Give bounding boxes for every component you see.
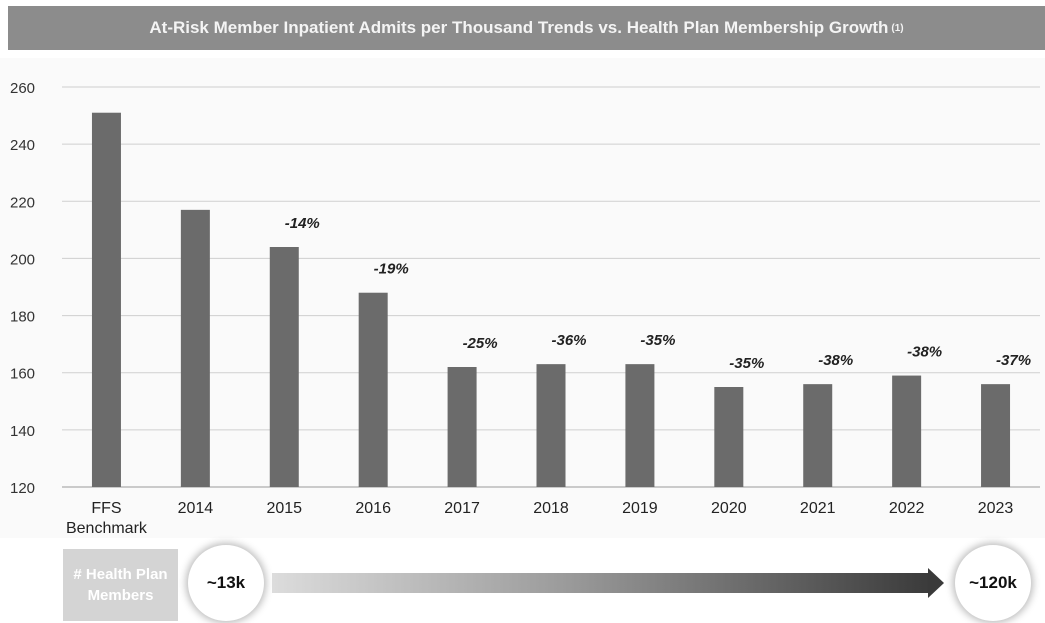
data-label: -14% — [285, 215, 320, 232]
title-footnote: (1) — [891, 22, 904, 34]
x-tick-label: 2021 — [800, 500, 836, 517]
bar — [358, 292, 388, 487]
y-tick-label: 160 — [10, 366, 35, 383]
data-label: -19% — [374, 261, 409, 278]
growth-arrow-head — [928, 568, 944, 598]
x-tick-label: 2014 — [178, 500, 214, 517]
bar — [892, 375, 922, 487]
data-label: -38% — [818, 352, 853, 369]
y-tick-label: 240 — [10, 137, 35, 154]
x-tick-label: Benchmark — [66, 520, 148, 537]
bar — [803, 384, 833, 487]
x-tick-label: 2018 — [533, 500, 569, 517]
x-tick-label: 2017 — [444, 500, 480, 517]
bar — [180, 209, 210, 487]
x-tick-label: 2015 — [266, 500, 302, 517]
x-tick-label: 2016 — [355, 500, 391, 517]
members-start-value: ~13k — [206, 573, 246, 592]
members-label-box: # Health Plan Members — [63, 549, 178, 621]
members-end-value: ~120k — [969, 573, 1017, 592]
bar — [536, 364, 566, 487]
y-tick-label: 180 — [10, 309, 35, 326]
data-label: -35% — [640, 332, 675, 349]
bar — [447, 367, 477, 487]
data-label: -37% — [996, 352, 1031, 369]
y-tick-label: 200 — [10, 251, 35, 268]
members-label: # Health Plan Members — [73, 566, 168, 604]
bar — [269, 247, 299, 487]
chart-title-bar: At-Risk Member Inpatient Admits per Thou… — [8, 6, 1045, 50]
bar — [714, 387, 744, 487]
data-label: -38% — [907, 344, 942, 361]
x-tick-label: 2020 — [711, 500, 747, 517]
y-tick-label: 220 — [10, 194, 35, 211]
bar — [625, 364, 655, 487]
bar — [91, 112, 121, 487]
x-tick-label: FFS — [91, 500, 121, 517]
data-label: -35% — [729, 355, 764, 372]
bar — [981, 384, 1011, 487]
members-end-circle: ~120k — [955, 545, 1031, 621]
data-label: -25% — [463, 335, 498, 352]
bar-chart: 120 140 160 180 200 220 240 260 FFS Benchmark 2014… — [10, 80, 1040, 537]
x-tick-label: 2022 — [889, 500, 925, 517]
members-start-circle: ~13k — [188, 545, 264, 621]
y-tick-label: 120 — [10, 480, 35, 497]
y-tick-label: 260 — [10, 80, 35, 97]
y-tick-label: 140 — [10, 423, 35, 440]
x-tick-label: 2023 — [978, 500, 1014, 517]
growth-arrow-shaft — [272, 573, 932, 593]
x-tick-label: 2019 — [622, 500, 658, 517]
chart-title: At-Risk Member Inpatient Admits per Thou… — [149, 18, 889, 37]
chart-background — [0, 58, 1045, 538]
data-label: -36% — [551, 332, 586, 349]
